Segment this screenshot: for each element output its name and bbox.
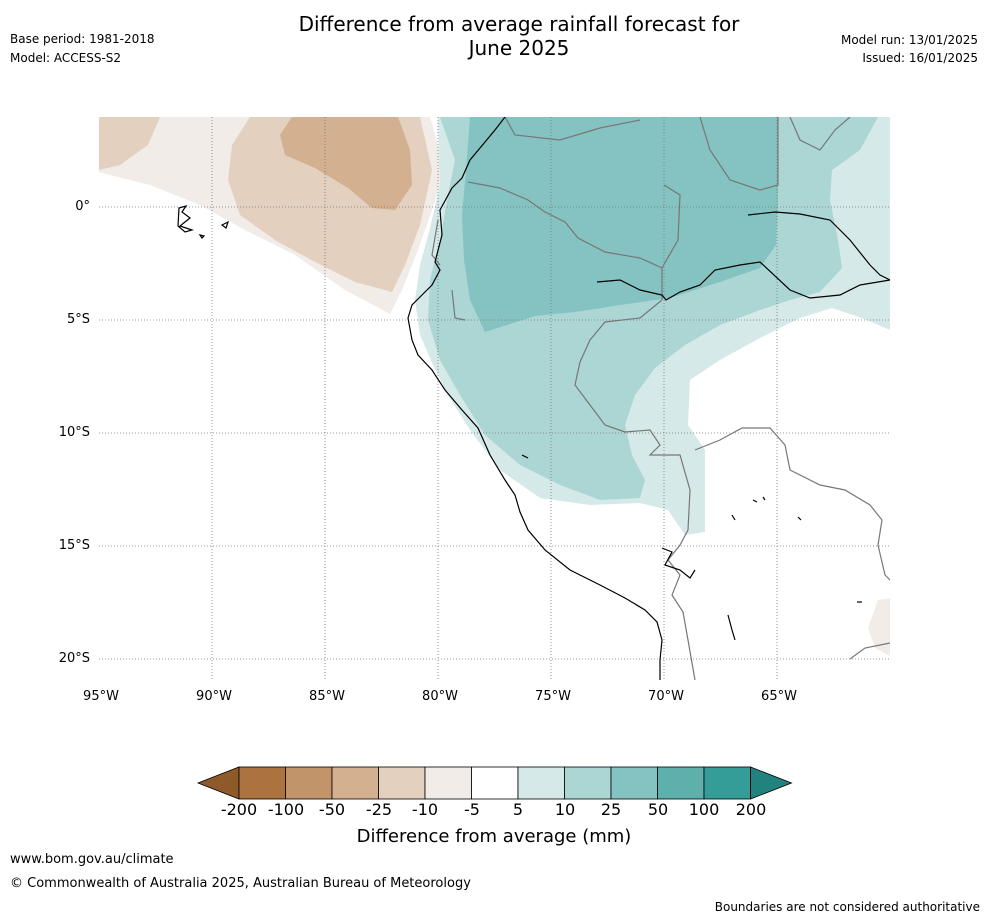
lat-label-10s: 10°S bbox=[58, 425, 90, 440]
colorbar-tick-label: -25 bbox=[365, 800, 393, 819]
colorbar-segment bbox=[703, 766, 751, 800]
dry-region-strong bbox=[280, 117, 412, 210]
model-run-text: Model run: 13/01/2025 bbox=[840, 33, 978, 47]
copyright-text: © Commonwealth of Australia 2025, Austra… bbox=[10, 876, 471, 891]
colorbar bbox=[196, 766, 793, 800]
disclaimer-text: Boundaries are not considered authoritat… bbox=[714, 900, 980, 914]
colorbar-tick-label: -50 bbox=[318, 800, 346, 819]
dry-region-medium bbox=[99, 117, 160, 170]
model-text: Model: ACCESS-S2 bbox=[10, 51, 122, 65]
title-line-1: Difference from average rainfall forecas… bbox=[298, 12, 740, 36]
map-canvas bbox=[99, 117, 890, 680]
lon-label-80w: 80°W bbox=[422, 689, 458, 704]
colorbar-tick-label: -10 bbox=[411, 800, 439, 819]
dry-region-far-east bbox=[868, 598, 890, 656]
colorbar-segment bbox=[471, 766, 519, 800]
lat-label-0: 0° bbox=[75, 199, 90, 214]
colorbar-tick-label: 5 bbox=[512, 800, 524, 819]
colorbar-tick-label: 200 bbox=[735, 800, 767, 819]
country-boundaries bbox=[431, 117, 890, 680]
colorbar-segment bbox=[610, 766, 658, 800]
lat-label-15s: 15°S bbox=[58, 538, 90, 553]
colorbar-segment bbox=[378, 766, 426, 800]
colorbar-title: Difference from average (mm) bbox=[356, 826, 632, 847]
colorbar-arrow-high bbox=[750, 766, 793, 800]
lon-label-75w: 75°W bbox=[535, 689, 571, 704]
lon-label-65w: 65°W bbox=[761, 689, 797, 704]
colorbar-segment bbox=[657, 766, 705, 800]
lon-label-85w: 85°W bbox=[309, 689, 345, 704]
lat-label-20s: 20°S bbox=[58, 651, 90, 666]
colorbar-tick-label: 10 bbox=[554, 800, 576, 819]
lon-label-90w: 90°W bbox=[196, 689, 232, 704]
colorbar-segment bbox=[238, 766, 286, 800]
lon-label-95w: 95°W bbox=[83, 689, 119, 704]
colorbar-segment bbox=[424, 766, 472, 800]
issued-text: Issued: 16/01/2025 bbox=[862, 51, 978, 65]
page-title: Difference from average rainfall forecas… bbox=[0, 12, 988, 60]
wet-region-25-50 bbox=[462, 117, 778, 332]
lon-label-70w: 70°W bbox=[648, 689, 684, 704]
coastline bbox=[177, 117, 890, 680]
base-period-text: Base period: 1981-2018 bbox=[10, 32, 155, 46]
colorbar-tick-label: -200 bbox=[220, 800, 258, 819]
website-link[interactable]: www.bom.gov.au/climate bbox=[10, 852, 174, 867]
colorbar-tick-label: -5 bbox=[464, 800, 480, 819]
colorbar-segment bbox=[285, 766, 333, 800]
colorbar-tick-label: 50 bbox=[647, 800, 669, 819]
colorbar-tick-label: 100 bbox=[688, 800, 720, 819]
colorbar-segment bbox=[517, 766, 565, 800]
colorbar-segment bbox=[564, 766, 612, 800]
graticule bbox=[99, 117, 890, 680]
colorbar-segment bbox=[331, 766, 379, 800]
colorbar-arrow-low bbox=[196, 766, 240, 800]
title-line-2: June 2025 bbox=[468, 36, 570, 60]
lat-label-5s: 5°S bbox=[66, 312, 90, 327]
colorbar-tick-label: -100 bbox=[267, 800, 305, 819]
colorbar-tick-label: 25 bbox=[600, 800, 622, 819]
